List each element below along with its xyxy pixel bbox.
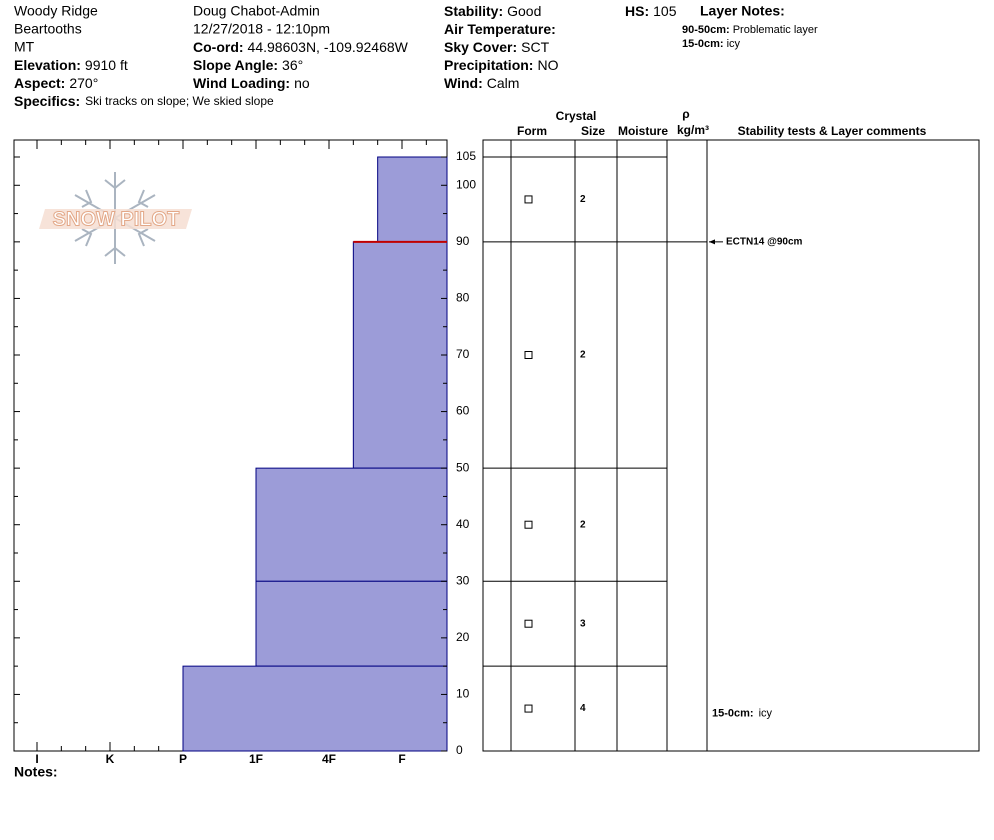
depth-label: 40 [456,517,470,531]
field-label: Stability: [444,3,503,19]
depth-label: 100 [456,177,476,191]
col-density-unit: kg/m³ [677,123,709,137]
depth-label: 70 [456,347,470,361]
field-value: 44.98603N, -109.92468W [248,39,409,55]
depth-label: 80 [456,291,470,305]
field-value: 9910 ft [85,57,128,73]
layer-note: 90-50cm: Problematic layer [682,24,818,36]
state: MT [14,39,35,55]
logo-band [39,209,192,229]
comment-range: 15-0cm: [712,707,754,719]
field-label: Wind Loading: [193,75,290,91]
field-value: SCT [521,39,549,55]
crystal-size: 2 [580,519,586,530]
crystal-size: 4 [580,703,586,714]
layer-note-text: Problematic layer [733,24,818,36]
field-label: Precipitation: [444,57,533,73]
depth-label: 20 [456,630,470,644]
notes-label: Notes: [14,764,58,780]
crystal-size: 2 [580,194,586,205]
depth-label: 105 [456,149,476,163]
hardness-bar [255,580,448,667]
col-comments: Stability tests & Layer comments [738,124,927,138]
hardness-bar [182,665,448,752]
hardness-label: 1F [249,752,263,766]
field: HS: 105 [625,3,677,19]
layer-note-text: icy [727,38,741,50]
field-value: Calm [487,75,520,91]
crystal-size: 3 [580,618,586,629]
field-label: Sky Cover: [444,39,517,55]
arrow-head [709,239,715,245]
field: Wind: Calm [444,75,519,91]
hardness-label: P [179,752,187,766]
hardness-label: 4F [322,752,336,766]
field: Air Temperature: [444,21,556,37]
hardness-label: F [398,752,405,766]
layer-notes-title: Layer Notes: [700,3,785,19]
field: Elevation: 9910 ft [14,57,128,73]
field: Precipitation: NO [444,57,559,73]
field-value: 36° [282,57,303,73]
field-label: Co-ord: [193,39,244,55]
field-value: NO [537,57,558,73]
layer-note-range: 90-50cm: [682,24,730,36]
field: Stability: Good [444,3,541,19]
field: Wind Loading: no [193,75,310,91]
col-density: ρ [682,107,689,121]
layer-comment: 15-0cm: icy [712,707,773,719]
field-label: Elevation: [14,57,81,73]
col-crystal: Crystal [556,109,597,123]
col-size: Size [581,124,605,138]
depth-label: 60 [456,404,470,418]
field: Sky Cover: SCT [444,39,550,55]
col-moisture: Moisture [618,124,668,138]
comment-text: icy [759,707,773,719]
layer-note-range: 15-0cm: [682,38,724,50]
site: Woody Ridge [14,3,98,19]
hardness-label: I [35,752,38,766]
crystal-form [524,520,533,529]
field-value: Good [507,3,541,19]
test-label: ECTN14 @90cm [726,236,803,247]
depth-label: 90 [456,234,470,248]
crystal-form [524,704,533,713]
layer-note: 15-0cm: icy [682,38,741,50]
crystal-form [524,619,533,628]
depth-label: 0 [456,743,463,757]
field-label: Aspect: [14,75,65,91]
table-frame [482,139,980,752]
field: Co-ord: 44.98603N, -109.92468W [193,39,409,55]
field-label: Slope Angle: [193,57,278,73]
specifics-label: Specifics: [14,93,80,109]
crystal-size: 2 [580,350,586,361]
field-label: HS: [625,3,649,19]
logo-text: SNOW PILOT [53,208,180,230]
depth-label: 30 [456,573,470,587]
hardness-bar [352,241,448,469]
field-value: 270° [69,75,98,91]
field-value: 105 [653,3,677,19]
hardness-bar [377,156,448,243]
crystal-form [524,351,533,359]
field: Slope Angle: 36° [193,57,303,73]
field-label: Air Temperature: [444,21,556,37]
crystal-form [524,195,533,204]
depth-label: 50 [456,460,470,474]
hardness-label: K [106,752,115,766]
specifics-value: Ski tracks on slope; We skied slope [85,94,274,108]
observer: Doug Chabot-Admin [193,3,320,19]
hardness-bar [255,467,448,582]
field-value: no [294,75,310,91]
datetime: 12/27/2018 - 12:10pm [193,21,330,37]
specifics: Specifics: Ski tracks on slope; We skied … [14,93,274,109]
col-form: Form [517,124,547,138]
field: Aspect: 270° [14,75,98,91]
depth-label: 10 [456,687,470,701]
range: Beartooths [14,21,82,37]
field-label: Wind: [444,75,483,91]
